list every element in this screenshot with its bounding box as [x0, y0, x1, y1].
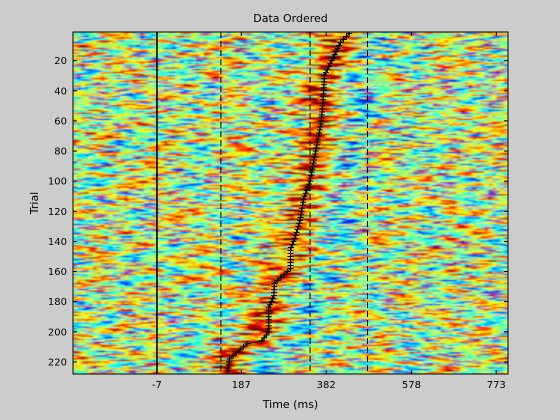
heatmap [73, 31, 509, 375]
chart-title: Data Ordered [253, 12, 328, 25]
